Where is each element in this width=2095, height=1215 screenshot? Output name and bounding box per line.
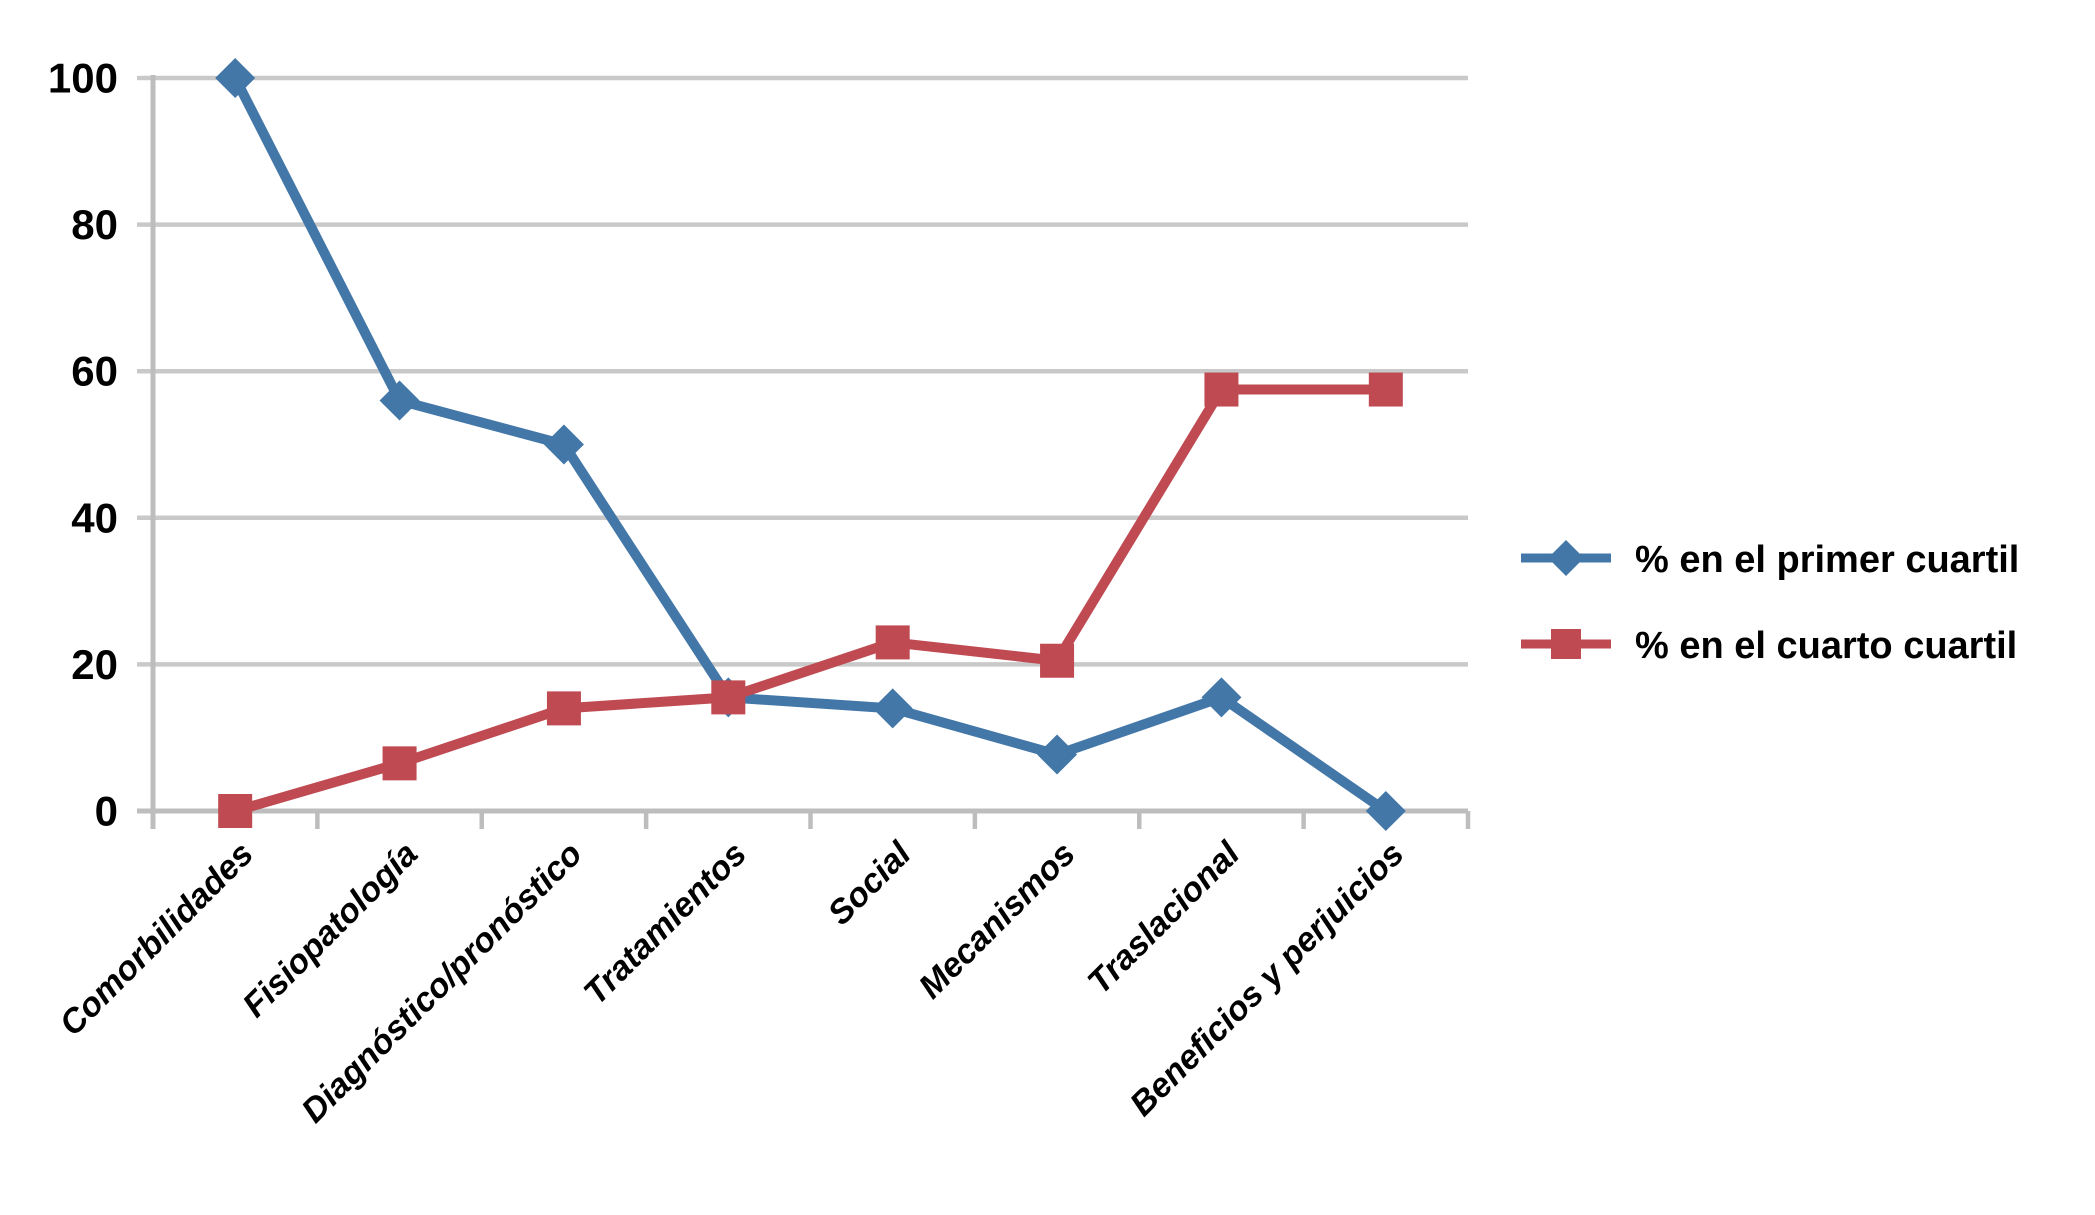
diamond-marker-icon [1521, 536, 1611, 585]
data-point-diamond [872, 688, 913, 729]
legend-marker-shape [1548, 539, 1584, 576]
x-axis-labels: ComorbilidadesFisiopatologíaDiagnóstico/… [52, 834, 1411, 1130]
series-line-cuarto-cuartil [233, 384, 1386, 816]
gridlines [137, 75, 1468, 667]
series-cuarto-cuartil [218, 372, 1403, 828]
y-axis-label: 60 [71, 348, 118, 395]
x-axis-label: Social [821, 834, 920, 933]
legend-label: % en el cuarto cuartil [1635, 624, 2018, 667]
data-point-diamond [543, 424, 584, 465]
legend-marker-shape [1551, 628, 1581, 659]
legend-item-cuarto-cuartil: % en el cuarto cuartil [1521, 620, 2019, 672]
x-axis-label: Comorbilidades [52, 835, 261, 1044]
legend: % en el primer cuartil % en el cuarto cu… [1521, 534, 2019, 672]
legend-item-primer-cuartil: % en el primer cuartil [1521, 534, 2019, 586]
y-axis-labels: 0 20 40 60 80 100 [48, 55, 118, 835]
data-point-square [546, 691, 581, 726]
data-point-square [1368, 372, 1403, 407]
data-point-square [875, 625, 910, 660]
square-swatch [1521, 628, 1611, 659]
series-line-primer-cuartil [230, 75, 1389, 816]
diamond-swatch [1521, 539, 1611, 576]
data-point-diamond [379, 380, 420, 421]
y-axis-label: 100 [48, 55, 118, 102]
data-point-square [218, 794, 253, 828]
x-axis-label: Beneficios y perjuicios [1123, 835, 1412, 1124]
x-ticks [150, 811, 1471, 829]
data-point-square [382, 746, 417, 781]
y-axis-label: 20 [71, 641, 118, 688]
x-axis-label: Mecanismos [912, 835, 1083, 1006]
data-point-diamond [1365, 791, 1406, 831]
data-point-square [1204, 372, 1239, 407]
data-point-diamond [1201, 677, 1242, 718]
x-axis-label: Tratamientos [577, 835, 754, 1012]
legend-label: % en el primer cuartil [1635, 538, 2020, 581]
y-axis-label: 80 [71, 201, 118, 248]
x-axis-label: Fisiopatología [235, 835, 425, 1025]
data-point-square [1040, 643, 1075, 678]
series-primer-cuartil [215, 58, 1406, 831]
data-point-square [711, 680, 746, 715]
x-axis-label: Traslacional [1080, 834, 1248, 1002]
y-axis-label: 0 [95, 788, 118, 835]
square-marker-icon [1521, 622, 1611, 671]
data-point-diamond [215, 58, 256, 98]
data-point-diamond [1037, 734, 1078, 775]
y-axis-label: 40 [71, 494, 118, 541]
x-axis-label: Diagnóstico/pronóstico [294, 835, 589, 1130]
